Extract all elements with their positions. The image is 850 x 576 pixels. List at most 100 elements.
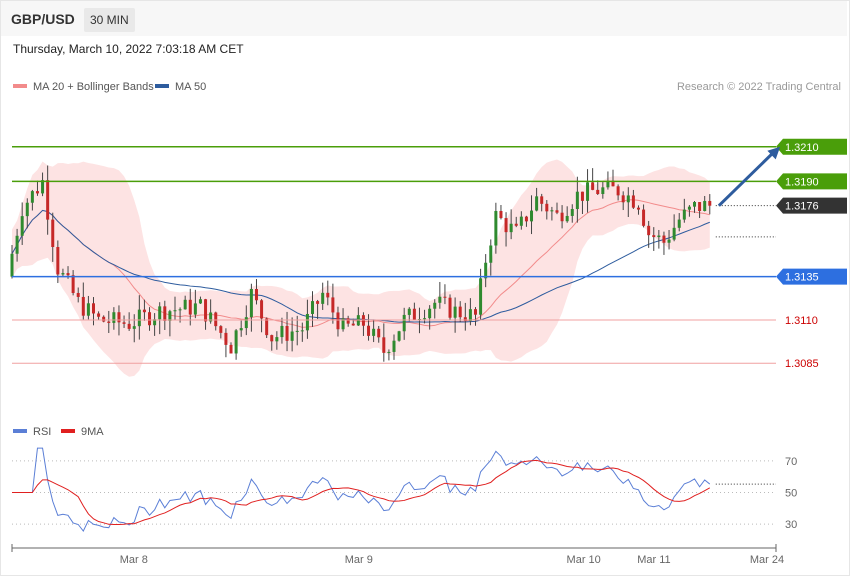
- candle: [224, 332, 228, 345]
- candle: [591, 182, 595, 190]
- candle: [463, 317, 467, 321]
- candle: [148, 312, 152, 326]
- candle: [229, 344, 233, 354]
- candle: [316, 301, 320, 304]
- candle: [550, 210, 554, 212]
- candle: [66, 273, 70, 276]
- level-tag-1.3135: [776, 268, 847, 285]
- candle: [91, 303, 95, 314]
- candle: [239, 328, 243, 331]
- candle: [570, 209, 574, 216]
- candle: [535, 196, 539, 211]
- candle: [693, 202, 697, 207]
- candle: [468, 309, 472, 321]
- candle: [142, 309, 146, 313]
- candle: [86, 303, 90, 316]
- candle: [473, 309, 477, 315]
- candle: [285, 325, 289, 341]
- candle: [372, 328, 376, 336]
- chart-header: GBP/USD 30 MIN: [1, 1, 847, 36]
- candle: [244, 317, 248, 329]
- candle: [484, 262, 488, 279]
- candle: [249, 289, 253, 318]
- candle: [448, 297, 452, 318]
- candle: [76, 292, 80, 297]
- candle: [601, 187, 605, 195]
- level-label-1.3176: 1.3176: [785, 201, 819, 213]
- candle: [265, 318, 269, 336]
- candle: [423, 318, 427, 320]
- candle: [20, 216, 24, 236]
- candle: [61, 273, 65, 275]
- candle: [209, 312, 213, 322]
- candle: [438, 296, 442, 303]
- x-tick-label: Mar 9: [345, 554, 373, 566]
- candle: [295, 330, 299, 332]
- candle: [107, 321, 111, 323]
- x-axis: Mar 8 Mar 9 Mar 10 Mar 11 Mar 24: [11, 544, 784, 566]
- candle: [667, 239, 671, 243]
- candle: [412, 308, 416, 320]
- price-levels: 1.3210 1.3190 1.3176 1.3135 1.3110 1.3085: [12, 138, 847, 370]
- candle: [586, 182, 590, 201]
- candle: [682, 209, 686, 220]
- candle: [392, 340, 396, 352]
- ma50-line: [11, 209, 710, 323]
- rsi-tick-50: 50: [785, 488, 797, 500]
- candle: [636, 207, 640, 210]
- candle: [153, 319, 157, 326]
- candle: [657, 235, 661, 238]
- candle: [382, 337, 386, 353]
- candle: [305, 313, 309, 331]
- candle: [51, 219, 55, 248]
- candle: [183, 299, 187, 310]
- candle: [35, 191, 39, 194]
- candle: [158, 306, 162, 320]
- candle: [499, 210, 503, 219]
- candle: [97, 313, 101, 317]
- candle: [112, 312, 116, 323]
- candle: [290, 331, 294, 341]
- rsi-plot: 70 50 30: [12, 447, 797, 532]
- candle: [336, 312, 340, 330]
- level-tag-1.3210: [776, 138, 847, 155]
- price-plot: [10, 159, 712, 377]
- x-tick-label: Mar 10: [567, 554, 601, 566]
- candle: [575, 191, 579, 210]
- timestamp: Thursday, March 10, 2022 7:03:18 AM CET: [13, 42, 244, 56]
- level-label-1.3135: 1.3135: [785, 272, 819, 284]
- candle: [687, 206, 691, 210]
- candle: [127, 323, 131, 329]
- ma50-legend-label: MA 50: [175, 81, 206, 93]
- candle: [41, 180, 45, 194]
- candle: [397, 331, 401, 341]
- rsi-ma9-line: [12, 459, 711, 526]
- candle: [443, 296, 447, 298]
- candle: [254, 289, 258, 301]
- level-label-1.3110: 1.3110: [785, 315, 818, 327]
- candle: [524, 216, 528, 222]
- candle: [81, 296, 85, 316]
- candle: [433, 302, 437, 309]
- timeframe-button[interactable]: 30 MIN: [84, 8, 135, 32]
- candle: [647, 225, 651, 236]
- bollinger-band: [12, 159, 710, 377]
- rsi-tick-30: 30: [785, 519, 797, 531]
- candle: [311, 301, 315, 314]
- candle: [46, 180, 50, 220]
- projection-arrow-head: [767, 146, 781, 160]
- candle: [580, 191, 584, 201]
- level-label-1.3190: 1.3190: [785, 176, 819, 188]
- candle: [173, 310, 177, 312]
- candle: [677, 219, 681, 228]
- candle: [642, 209, 646, 226]
- candle: [662, 235, 666, 243]
- candle: [341, 318, 345, 330]
- candle: [351, 323, 355, 326]
- ma50-legend-swatch: [155, 84, 169, 88]
- candle: [652, 235, 656, 238]
- candle: [193, 303, 197, 315]
- candle: [270, 335, 274, 342]
- candle: [596, 189, 600, 195]
- candle: [708, 200, 712, 206]
